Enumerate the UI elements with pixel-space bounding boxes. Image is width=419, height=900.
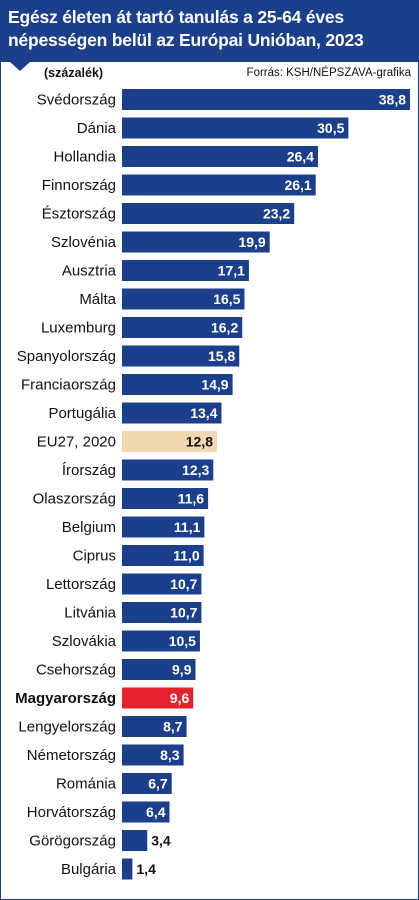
value-label: 19,9 xyxy=(238,234,265,250)
bar xyxy=(122,545,204,566)
category-label: Belgium xyxy=(62,519,116,536)
category-label: Szlovénia xyxy=(51,234,117,251)
value-label: 17,1 xyxy=(218,263,245,279)
value-label: 8,7 xyxy=(163,719,183,735)
category-label: Finnország xyxy=(42,177,116,194)
category-label: Olaszország xyxy=(33,491,116,508)
bar xyxy=(122,773,172,794)
value-label: 9,6 xyxy=(170,690,190,706)
value-label: 11,6 xyxy=(178,491,205,507)
bar xyxy=(122,402,222,424)
value-label: 13,4 xyxy=(190,405,217,421)
bar xyxy=(122,801,170,823)
value-label: 6,4 xyxy=(146,804,166,820)
source-note: Forrás: KSH/NÉPSZAVA-grafika xyxy=(246,67,411,79)
bar xyxy=(122,146,318,167)
value-label: 1,4 xyxy=(136,861,156,877)
category-label: Ciprus xyxy=(73,548,116,565)
category-label: Lengyelország xyxy=(18,719,116,736)
banner-pointer xyxy=(10,62,30,71)
category-label: Luxemburg xyxy=(41,320,116,337)
category-label: Hollandia xyxy=(53,149,116,166)
unit-label: (százalék) xyxy=(44,66,104,80)
category-label: Dánia xyxy=(77,120,117,137)
bar xyxy=(122,89,410,110)
value-label: 10,7 xyxy=(170,605,197,621)
bar xyxy=(122,488,209,509)
category-label: Csehország xyxy=(36,662,116,679)
value-label: 3,4 xyxy=(151,833,171,849)
bar xyxy=(122,716,187,737)
value-label: 11,1 xyxy=(174,519,201,535)
bar xyxy=(122,231,270,253)
title-banner: Egész életen át tartó tanulás a 25-64 év… xyxy=(0,0,419,62)
bar xyxy=(122,687,194,709)
value-label: 10,5 xyxy=(169,633,196,649)
value-label: 23,2 xyxy=(263,206,290,222)
bar xyxy=(122,174,316,196)
value-label: 16,2 xyxy=(211,320,238,336)
category-label: Horvátország xyxy=(27,804,116,821)
bar xyxy=(122,317,243,338)
category-label: EU27, 2020 xyxy=(37,434,116,451)
value-label: 6,7 xyxy=(148,776,168,792)
category-label: Málta xyxy=(79,291,116,308)
value-label: 26,1 xyxy=(284,177,311,193)
value-label: 12,8 xyxy=(186,434,213,450)
chart-title-line-1: Egész életen át tartó tanulás a 25-64 év… xyxy=(8,7,344,27)
value-label: 10,7 xyxy=(170,576,197,592)
bar xyxy=(122,602,202,623)
category-label: Franciaország xyxy=(21,377,116,394)
bar xyxy=(122,260,249,281)
category-label: Portugália xyxy=(48,405,116,422)
value-label: 16,5 xyxy=(213,291,240,307)
bar xyxy=(122,374,233,395)
category-label: Lettország xyxy=(46,576,116,593)
value-label: 14,9 xyxy=(201,377,228,393)
bar xyxy=(122,830,148,851)
category-label: Spanyolország xyxy=(17,348,116,365)
chart-title: Egész életen át tartó tanulás a 25-64 év… xyxy=(8,6,413,52)
chart-title-line-2: népességen belül az Európai Unióban, 202… xyxy=(8,30,364,50)
bar xyxy=(122,516,205,538)
category-label: Svédország xyxy=(37,92,116,109)
value-label: 15,8 xyxy=(208,348,235,364)
category-label: Németország xyxy=(27,747,116,764)
bar xyxy=(122,744,184,766)
bar xyxy=(122,630,200,652)
bar xyxy=(122,459,214,481)
category-label: Litvánia xyxy=(64,605,116,622)
value-label: 38,8 xyxy=(379,92,406,108)
bar xyxy=(122,858,133,880)
value-label: 12,3 xyxy=(182,462,209,478)
category-label: Szlovákia xyxy=(52,633,117,650)
bar xyxy=(122,345,240,367)
bar xyxy=(122,431,218,452)
category-label: Románia xyxy=(56,776,117,793)
category-label: Észtország xyxy=(42,206,116,223)
category-label: Bulgária xyxy=(61,861,117,878)
value-label: 26,4 xyxy=(287,149,314,165)
bar xyxy=(122,573,202,595)
value-label: 9,9 xyxy=(172,662,192,678)
bar xyxy=(122,203,295,224)
category-label: Görögország xyxy=(29,833,116,850)
category-label: Magyarország xyxy=(15,690,116,707)
bar xyxy=(122,288,245,310)
value-label: 11,0 xyxy=(173,548,200,564)
value-label: 30,5 xyxy=(317,120,344,136)
category-label: Ausztria xyxy=(62,263,117,280)
value-label: 8,3 xyxy=(160,747,180,763)
category-label: Írország xyxy=(62,462,116,479)
bar xyxy=(122,117,349,139)
bar xyxy=(122,659,196,680)
